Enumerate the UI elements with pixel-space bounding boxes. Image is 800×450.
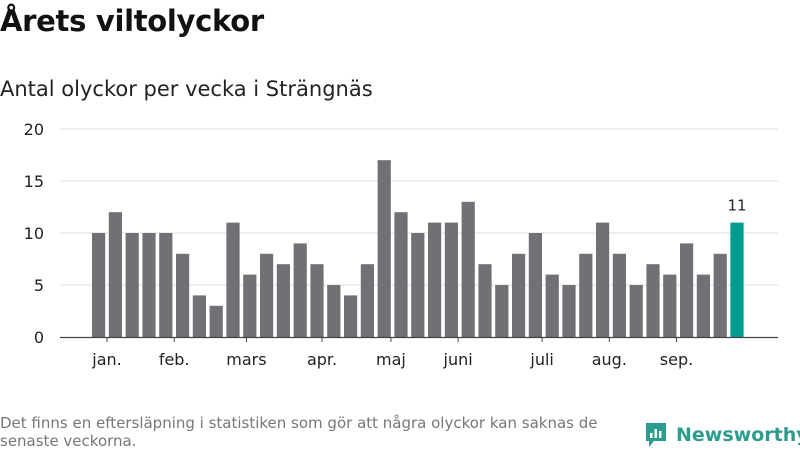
bar xyxy=(528,233,542,337)
bar xyxy=(243,274,257,337)
x-tick-label: sep. xyxy=(660,350,693,369)
bar xyxy=(260,253,274,337)
bar xyxy=(596,222,610,337)
bar xyxy=(276,264,290,337)
bar xyxy=(461,201,475,337)
bar xyxy=(696,274,710,337)
footnote: Det finns en eftersläpning i statistiken… xyxy=(0,414,598,450)
newsworthy-logo-icon xyxy=(646,423,666,447)
bar xyxy=(713,253,727,337)
y-tick-label: 5 xyxy=(34,276,44,295)
bar xyxy=(293,243,307,337)
bar xyxy=(680,243,694,337)
bar-chart: 0 5 10 15 20 11 jan. feb. mars apr. maj juni juli aug… xyxy=(24,120,778,369)
bar xyxy=(545,274,559,337)
bar-value-label: 11 xyxy=(727,197,746,215)
bar xyxy=(327,285,341,337)
x-tick-label: juli xyxy=(529,350,553,369)
bar xyxy=(478,264,492,337)
bar xyxy=(394,212,408,337)
bar xyxy=(192,295,206,337)
y-tick-label: 10 xyxy=(24,224,44,243)
x-tick-label: jan. xyxy=(91,350,121,369)
x-tick-label: feb. xyxy=(159,350,190,369)
bar xyxy=(612,253,626,337)
bar xyxy=(176,253,190,337)
bar xyxy=(495,285,509,337)
bar xyxy=(562,285,576,337)
chart-subtitle: Antal olyckor per vecka i Strängnäs xyxy=(0,77,373,101)
bar xyxy=(142,233,156,337)
x-tick-label: maj xyxy=(376,350,406,369)
bar xyxy=(226,222,240,337)
bar xyxy=(360,264,374,337)
brand[interactable]: Newsworthy xyxy=(644,420,800,450)
bar xyxy=(646,264,660,337)
bar xyxy=(629,285,643,337)
bar xyxy=(108,212,122,337)
bar xyxy=(411,233,425,337)
bar xyxy=(428,222,442,337)
y-tick-label: 0 xyxy=(34,328,44,347)
chart-title: Årets viltolyckor xyxy=(0,4,264,38)
y-tick-label: 20 xyxy=(24,120,44,139)
x-tick-label: juni xyxy=(443,350,473,369)
bar-highlight xyxy=(730,222,744,337)
bar xyxy=(125,233,139,337)
bar xyxy=(377,160,391,337)
bar xyxy=(512,253,526,337)
brand-name: Newsworthy xyxy=(676,424,800,446)
bar xyxy=(310,264,324,337)
bar xyxy=(579,253,593,337)
bar xyxy=(444,222,458,337)
x-tick-label: mars xyxy=(226,350,266,369)
bar xyxy=(209,305,223,337)
x-tick-label: aug. xyxy=(592,350,627,369)
bar xyxy=(344,295,358,337)
y-tick-label: 15 xyxy=(24,172,44,191)
bar xyxy=(663,274,677,337)
bar xyxy=(92,233,106,337)
x-tick-label: apr. xyxy=(307,350,337,369)
bar xyxy=(159,233,173,337)
